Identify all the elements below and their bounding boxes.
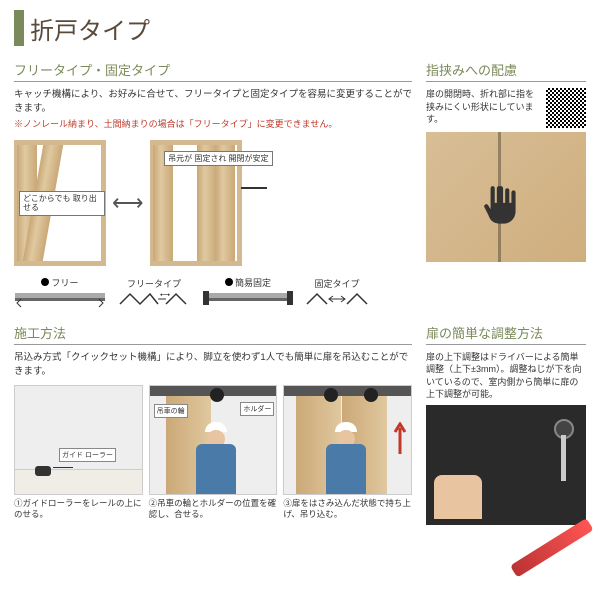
double-arrow-icon: ⟷ bbox=[112, 190, 144, 216]
label-free: フリー bbox=[41, 276, 78, 289]
profile-free bbox=[15, 291, 105, 309]
install-step-2: 吊車の輪 ホルダー bbox=[149, 385, 278, 495]
up-arrow-icon bbox=[393, 422, 407, 456]
section1-heading: フリータイプ・固定タイプ bbox=[14, 60, 412, 82]
caption-2: ②吊車の輪とホルダーの位置を確認し、合せる。 bbox=[149, 498, 278, 520]
label-lock: 簡易固定 bbox=[225, 276, 271, 289]
callout-left: どこからでも 取り出せる bbox=[19, 191, 105, 216]
label-rin: 吊車の輪 bbox=[154, 404, 188, 418]
install-step-1: ガイド ローラー bbox=[14, 385, 143, 495]
hand-icon bbox=[476, 182, 526, 232]
section1-body: キャッチ機構により、お好みに合せて、フリータイプと固定タイプを容易に変更すること… bbox=[14, 88, 412, 117]
profile-fixed bbox=[203, 291, 293, 309]
section4-heading: 扉の簡単な調整方法 bbox=[426, 323, 586, 345]
page-title: 折戸タイプ bbox=[14, 10, 586, 46]
caption-1: ①ガイドローラーをレールの上にのせる。 bbox=[14, 498, 143, 520]
zigzag-free-icon: ⟷ bbox=[118, 290, 190, 306]
install-step-3 bbox=[283, 385, 412, 495]
zigzag-fixed-icon bbox=[305, 290, 369, 306]
door-diagram-row: どこからでも 取り出せる ⟷ 吊元が 固定され 開閉が安定 bbox=[14, 140, 412, 266]
section2-body: 扉の開閉時、折れ部に指を挟みにくい形状にしています。 bbox=[426, 88, 542, 128]
caption-3: ③扉をはさみ込んだ状態で持ち上げ、吊り込む。 bbox=[283, 498, 412, 520]
label-lock-type: 固定タイプ bbox=[302, 277, 372, 290]
svg-text:⟷: ⟷ bbox=[160, 292, 170, 299]
callout-right: 吊元が 固定され 開閉が安定 bbox=[164, 151, 272, 167]
label-free-type: フリータイプ bbox=[114, 277, 194, 290]
title-accent-bar bbox=[14, 10, 24, 46]
door-free: どこからでも 取り出せる bbox=[14, 140, 106, 266]
label-guide-roller: ガイド ローラー bbox=[59, 448, 116, 462]
section3-heading: 施工方法 bbox=[14, 323, 412, 345]
qr-code-icon bbox=[546, 88, 586, 128]
adjustment-image bbox=[426, 405, 586, 525]
label-holder: ホルダー bbox=[240, 402, 274, 416]
section2-heading: 指挟みへの配慮 bbox=[426, 60, 586, 82]
section1-note: ※ノンレール納まり、土間納まりの場合は「フリータイプ」に変更できません。 bbox=[14, 117, 412, 130]
door-fixed: 吊元が 固定され 開閉が安定 bbox=[150, 140, 242, 266]
section3-body: 吊込み方式「クイックセット機構」により、脚立を使わず1人でも簡単に扉を吊込むこと… bbox=[14, 351, 412, 380]
finger-safety-image bbox=[426, 132, 586, 262]
title-text: 折戸タイプ bbox=[30, 11, 150, 46]
section4-body: 扉の上下調整はドライバーによる簡単調整（上下±3mm）。調整ねじが下を向いている… bbox=[426, 351, 586, 401]
